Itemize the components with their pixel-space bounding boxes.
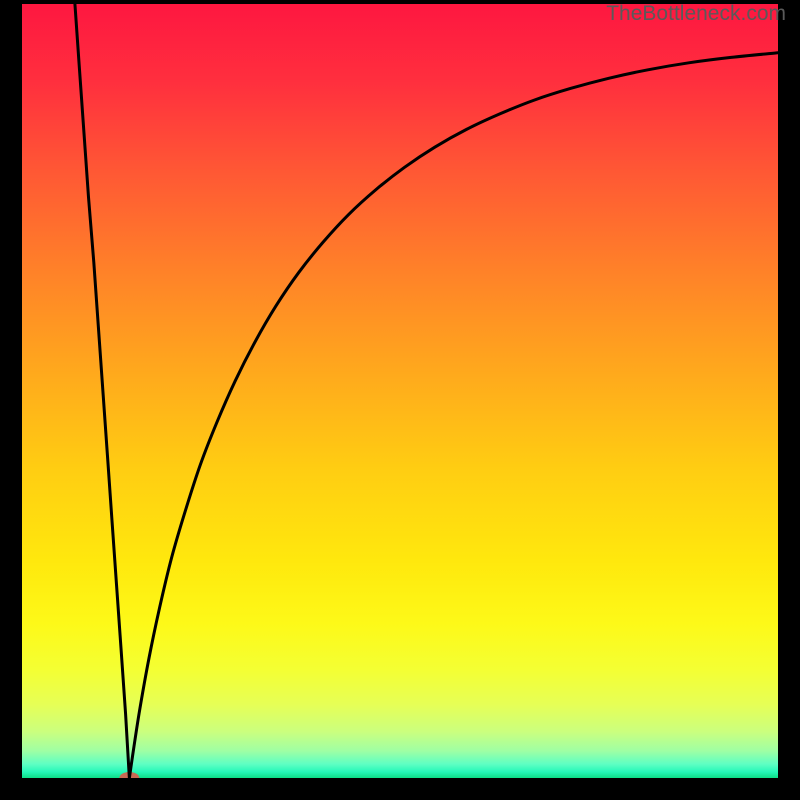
curve-layer bbox=[22, 4, 778, 778]
chart-frame bbox=[0, 778, 800, 800]
watermark-text: TheBottleneck.com bbox=[606, 2, 786, 26]
bottleneck-chart bbox=[22, 4, 778, 778]
chart-frame bbox=[778, 0, 800, 800]
chart-frame bbox=[0, 0, 22, 800]
bottleneck-curve bbox=[75, 4, 778, 778]
